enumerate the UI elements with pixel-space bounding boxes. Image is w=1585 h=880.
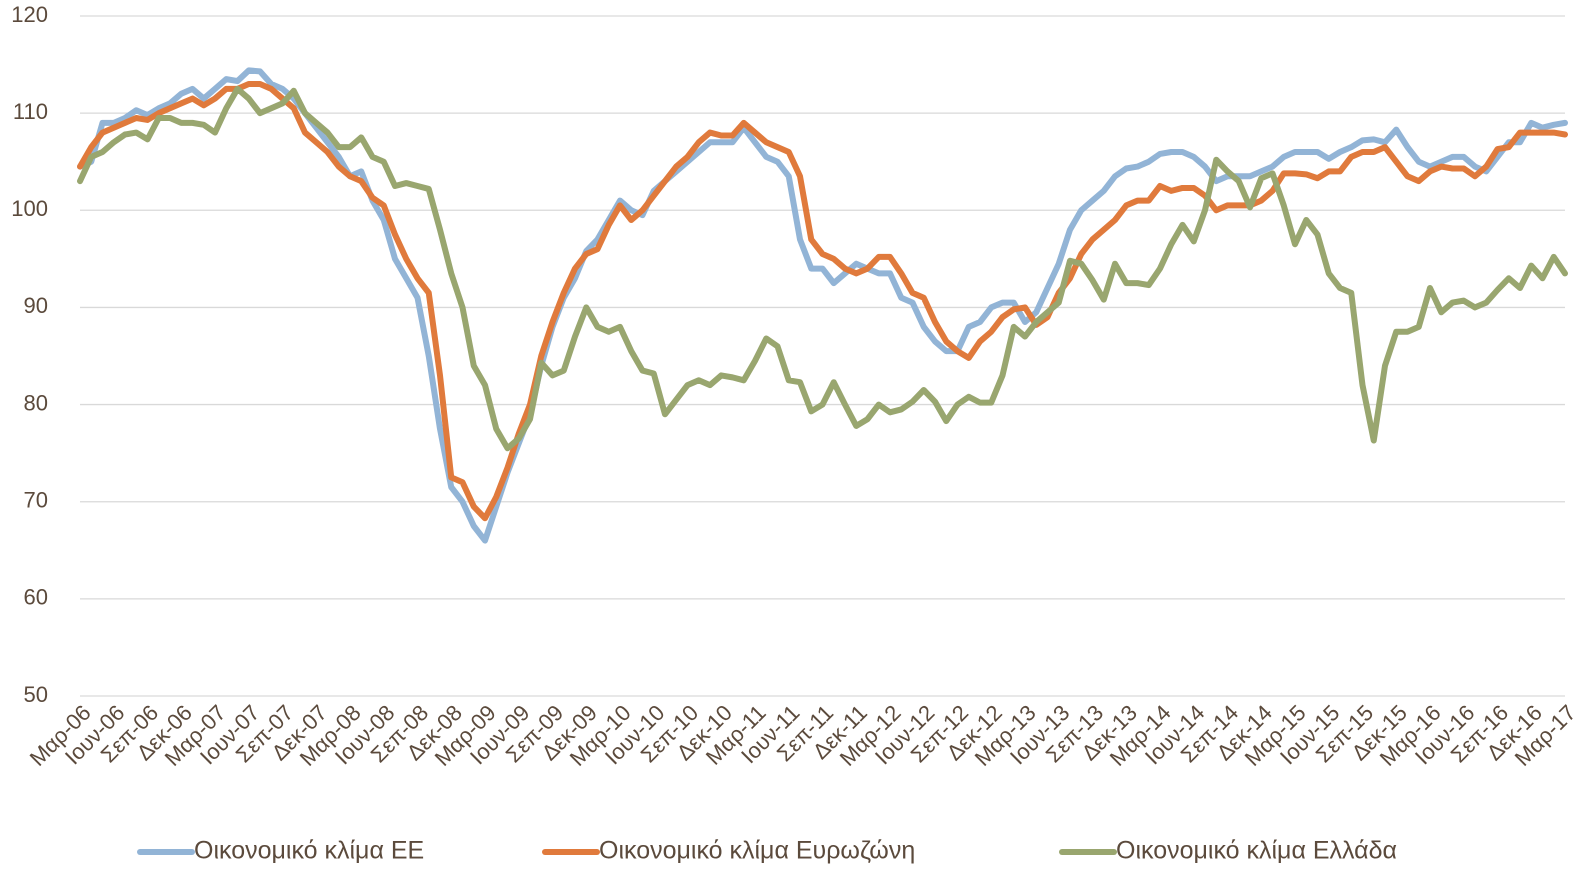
legend-label: Οικονομικό κλίμα Ευρωζώνη [599, 837, 915, 865]
legend-item: Οικονομικό κλίμα Ευρωζώνη [542, 837, 915, 865]
legend-item: Οικονομικό κλίμα ΕΕ [137, 837, 424, 865]
y-tick-label: 100 [11, 196, 48, 221]
series-line [77, 81, 1568, 522]
y-tick-label: 80 [24, 390, 48, 415]
series-line [77, 85, 1568, 452]
y-tick-label: 120 [11, 2, 48, 27]
y-tick-label: 90 [24, 293, 48, 318]
legend-label: Οικονομικό κλίμα ΕΕ [194, 837, 424, 865]
legend-label: Οικονομικό κλίμα Ελλάδα [1116, 837, 1397, 865]
y-tick-label: 50 [24, 682, 48, 707]
legend-item: Οικονομικό κλίμα Ελλάδα [1059, 837, 1397, 865]
y-tick-label: 60 [24, 585, 48, 610]
y-tick-label: 110 [13, 99, 48, 124]
y-tick-label: 70 [24, 488, 48, 513]
series-line [77, 67, 1568, 544]
